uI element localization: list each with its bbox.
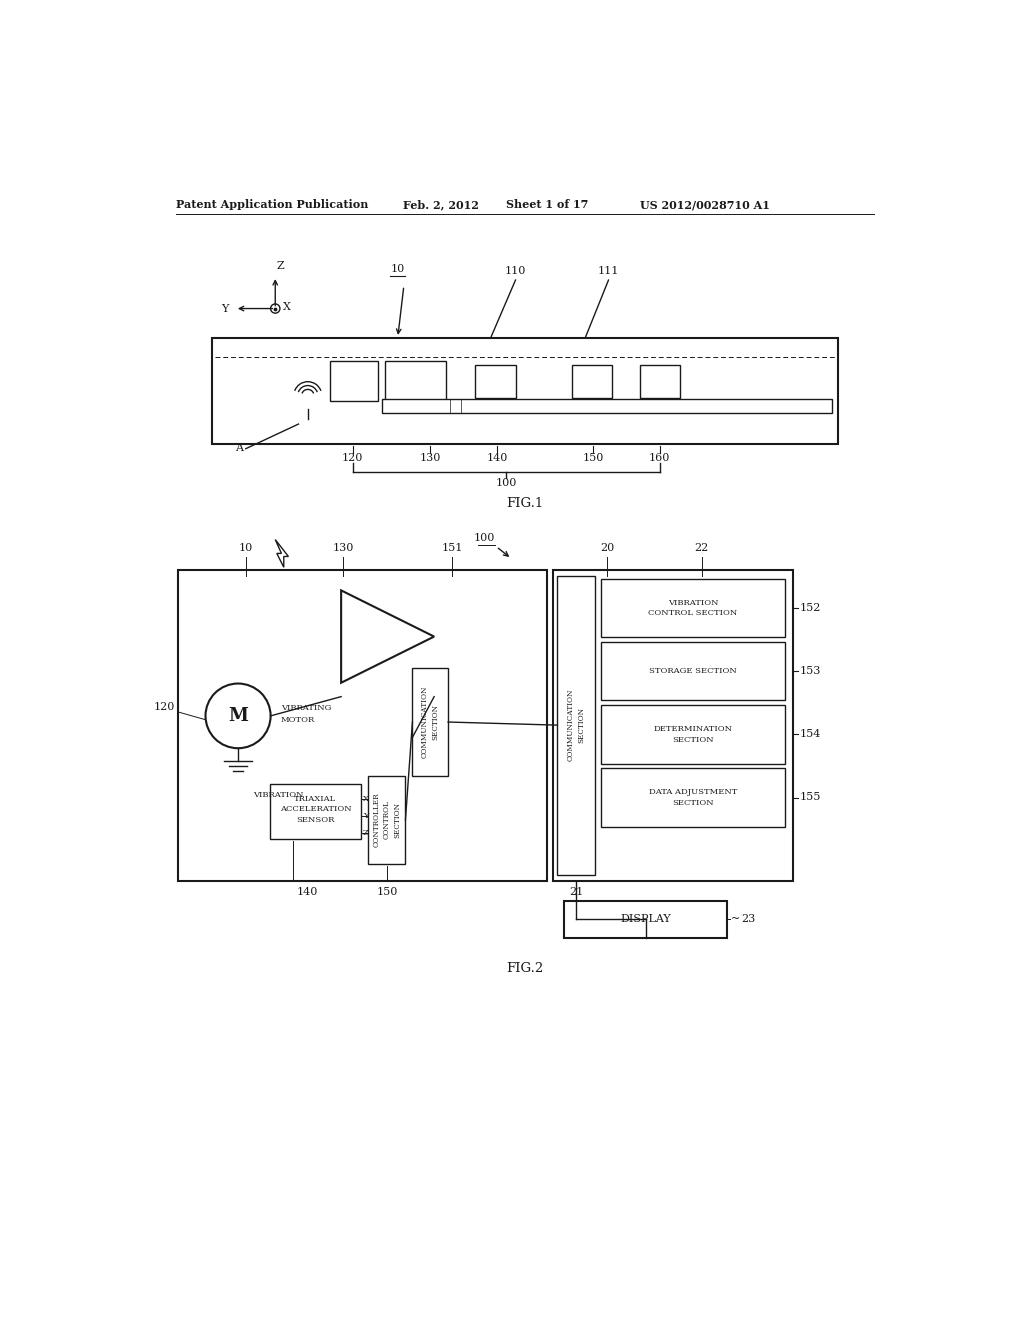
Text: 150: 150 bbox=[583, 453, 604, 463]
Text: 10: 10 bbox=[239, 543, 253, 553]
Text: X: X bbox=[283, 302, 291, 312]
Text: 10: 10 bbox=[390, 264, 404, 275]
Text: A: A bbox=[234, 444, 243, 453]
Text: ACCELERATION: ACCELERATION bbox=[280, 805, 351, 813]
Text: US 2012/0028710 A1: US 2012/0028710 A1 bbox=[640, 199, 769, 210]
Text: Z: Z bbox=[276, 260, 285, 271]
Text: DISPLAY: DISPLAY bbox=[621, 915, 671, 924]
Text: 110: 110 bbox=[505, 265, 526, 276]
Text: CONTROLLER
CONTROL
SECTION: CONTROLLER CONTROL SECTION bbox=[373, 792, 401, 847]
Bar bbox=[330, 360, 378, 401]
Text: 151: 151 bbox=[441, 543, 463, 553]
Text: VIBRATION
CONTROL SECTION: VIBRATION CONTROL SECTION bbox=[648, 599, 737, 618]
Bar bbox=[178, 570, 547, 882]
Text: MOTOR: MOTOR bbox=[281, 715, 315, 725]
Text: COMMUNICATION
SECTION: COMMUNICATION SECTION bbox=[421, 686, 439, 758]
Text: 100: 100 bbox=[474, 533, 496, 543]
Text: 23: 23 bbox=[741, 915, 756, 924]
Bar bbox=[270, 784, 361, 840]
Text: 130: 130 bbox=[420, 453, 441, 463]
Text: Z: Z bbox=[362, 829, 369, 837]
Bar bbox=[640, 364, 680, 397]
Text: M: M bbox=[228, 708, 248, 725]
Bar bbox=[553, 570, 793, 882]
Text: 111: 111 bbox=[598, 265, 620, 276]
Text: DATA ADJUSTMENT
SECTION: DATA ADJUSTMENT SECTION bbox=[649, 788, 737, 807]
Bar bbox=[385, 360, 445, 401]
Bar bbox=[413, 668, 449, 776]
Bar bbox=[601, 768, 785, 826]
Text: FIG.2: FIG.2 bbox=[506, 962, 544, 975]
Text: Sheet 1 of 17: Sheet 1 of 17 bbox=[506, 199, 589, 210]
Text: 20: 20 bbox=[600, 543, 614, 553]
Text: 130: 130 bbox=[333, 543, 354, 553]
Text: Feb. 2, 2012: Feb. 2, 2012 bbox=[403, 199, 479, 210]
Text: 160: 160 bbox=[649, 453, 671, 463]
Text: VIBRATION: VIBRATION bbox=[254, 791, 304, 799]
Bar bbox=[475, 364, 515, 397]
Text: 120: 120 bbox=[154, 702, 175, 711]
Text: 155: 155 bbox=[800, 792, 821, 803]
Text: 120: 120 bbox=[342, 453, 364, 463]
Text: ~: ~ bbox=[731, 915, 740, 924]
Bar bbox=[601, 642, 785, 701]
Bar bbox=[212, 338, 838, 444]
Text: 100: 100 bbox=[496, 478, 517, 487]
Text: STORAGE SECTION: STORAGE SECTION bbox=[649, 667, 737, 676]
Bar bbox=[601, 705, 785, 763]
Text: Patent Application Publication: Patent Application Publication bbox=[176, 199, 369, 210]
Bar bbox=[572, 364, 612, 397]
Text: Y: Y bbox=[362, 812, 369, 820]
Text: TRIAXIAL: TRIAXIAL bbox=[295, 795, 337, 803]
Text: 140: 140 bbox=[486, 453, 508, 463]
Text: 154: 154 bbox=[800, 730, 821, 739]
Text: SENSOR: SENSOR bbox=[296, 816, 335, 824]
Text: DETERMINATION
SECTION: DETERMINATION SECTION bbox=[653, 725, 732, 743]
Text: X: X bbox=[362, 795, 369, 803]
Bar bbox=[369, 776, 406, 865]
Text: FIG.1: FIG.1 bbox=[506, 498, 544, 511]
Text: 140: 140 bbox=[297, 887, 318, 898]
Bar bbox=[564, 900, 727, 937]
Text: 150: 150 bbox=[376, 887, 397, 898]
Text: Y: Y bbox=[221, 305, 228, 314]
Text: 153: 153 bbox=[800, 667, 821, 676]
Bar bbox=[382, 400, 831, 412]
Bar bbox=[557, 576, 595, 875]
Text: 22: 22 bbox=[694, 543, 709, 553]
Text: 21: 21 bbox=[568, 887, 583, 898]
Text: VIBRATING: VIBRATING bbox=[281, 704, 331, 711]
Text: COMMUNICATION
SECTION: COMMUNICATION SECTION bbox=[566, 689, 585, 762]
Text: 152: 152 bbox=[800, 603, 821, 612]
Bar bbox=[601, 579, 785, 638]
